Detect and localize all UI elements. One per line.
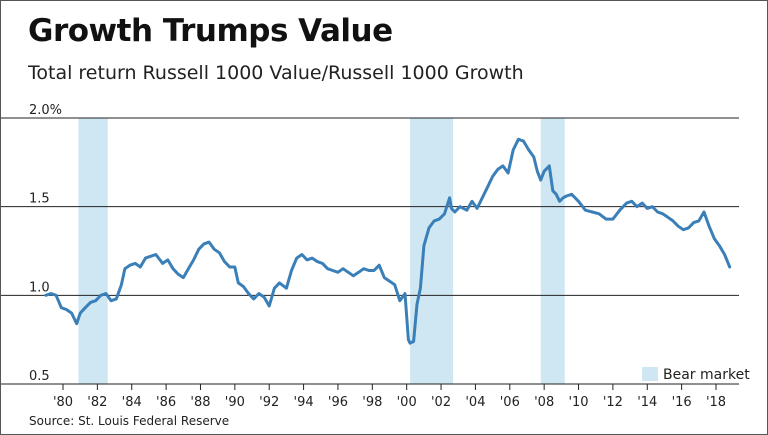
x-tick-label: '14 <box>637 395 657 410</box>
legend-swatch-bear-market <box>642 367 658 381</box>
gridlines <box>1 117 739 385</box>
legend-label-bear-market: Bear market <box>663 367 750 383</box>
x-tick-label: '10 <box>568 395 588 410</box>
x-tick-label: '18 <box>706 395 726 410</box>
y-tick-label: 2.0% <box>29 103 62 118</box>
legend: Bear market <box>642 367 750 383</box>
y-tick-label: 1.0 <box>29 280 50 295</box>
x-tick-label: '92 <box>259 395 279 410</box>
x-tick-label: '06 <box>500 395 520 410</box>
x-tick-label: '08 <box>534 395 554 410</box>
bear-market-band-1 <box>410 118 454 384</box>
series-lines <box>44 137 732 345</box>
x-tick-label: '16 <box>672 395 692 410</box>
bear-market-band-2 <box>540 118 565 384</box>
chart-title: Growth Trumps Value <box>28 13 393 49</box>
x-tick-label: '96 <box>328 395 348 410</box>
x-tick-label: '82 <box>87 395 107 410</box>
x-tick-label: '80 <box>53 395 73 410</box>
x-tick-label: '94 <box>294 395 314 410</box>
x-tick-label: '86 <box>156 395 176 410</box>
bear-market-band-0 <box>78 118 108 384</box>
x-axis: '80 '82 '84 '86 '88 '90 '92 '94 '96 '98 '00 '02 '04 '… <box>53 384 726 410</box>
y-axis-labels: 2.0% 1.5 1.0 0.5 <box>29 103 62 384</box>
x-tick-label: '98 <box>362 395 382 410</box>
y-tick-label: 0.5 <box>29 369 50 384</box>
x-tick-label: '12 <box>603 395 623 410</box>
x-tick-label: '02 <box>431 395 451 410</box>
bear-market-bands <box>78 118 565 384</box>
source-note: Source: St. Louis Federal Reserve <box>29 414 230 428</box>
x-tick-label: '88 <box>190 395 210 410</box>
x-tick-label: '00 <box>397 395 417 410</box>
x-tick-label: '90 <box>225 395 245 410</box>
y-tick-label: 1.5 <box>29 192 50 207</box>
x-tick-label: '84 <box>122 395 142 410</box>
x-tick-label: '04 <box>465 395 485 410</box>
series-line-0 <box>44 137 732 345</box>
chart-subtitle: Total return Russell 1000 Value/Russell … <box>28 62 524 84</box>
